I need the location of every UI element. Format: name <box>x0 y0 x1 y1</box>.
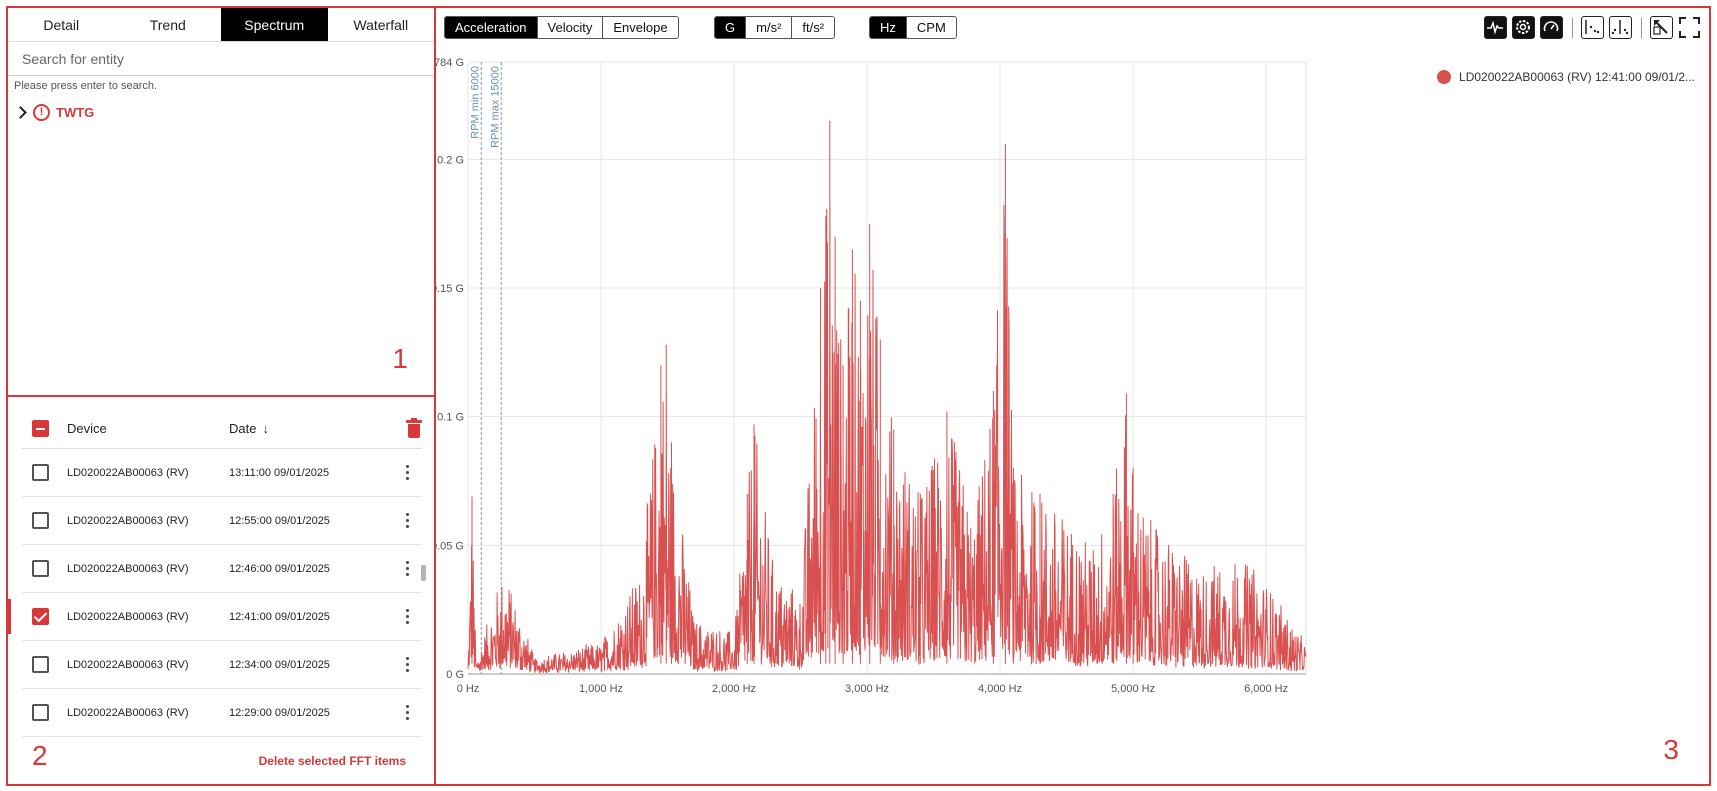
more-vert-icon[interactable] <box>399 561 415 576</box>
fft-list-row[interactable]: LD020022AB00063 (RV) 13:11:00 09/01/2025 <box>22 449 422 497</box>
frequency-unit-group: Hz CPM <box>869 16 957 39</box>
view-tabs: Detail Trend Spectrum Waterfall <box>8 8 434 42</box>
row-checkbox[interactable] <box>32 560 49 577</box>
row-device: LD020022AB00063 (RV) <box>67 562 189 575</box>
y-tick-label: 0.05 G <box>436 540 464 552</box>
freq-hz-button[interactable]: Hz <box>870 17 906 38</box>
unit-g-button[interactable]: G <box>715 17 746 38</box>
select-all-checkbox[interactable] <box>32 420 49 437</box>
rpm-marker-label: RPM max 15000 <box>489 66 501 148</box>
fft-table: Device Date ↓ LD020022AB00063 (RV) 13:11:0… <box>8 409 422 737</box>
spectrum-chart[interactable]: 0 G 0.05 G 0.1 G 0.15 G 0.2 G 0.23784 G 0 Hz 1,… <box>436 48 1709 788</box>
legend-series-label: LD020022AB00063 (RV) 12:41:00 09/01/2... <box>1459 70 1695 84</box>
unit-m-s-button[interactable]: m/s² <box>745 17 792 38</box>
row-checkbox[interactable] <box>32 608 49 625</box>
x-tick-label: 1,000 Hz <box>579 683 623 695</box>
x-tick-label: 0 Hz <box>457 683 480 695</box>
spectrum-series-line <box>467 120 1307 674</box>
row-device: LD020022AB00063 (RV) <box>67 610 189 623</box>
more-vert-icon[interactable] <box>399 657 415 672</box>
tab-waterfall[interactable]: Waterfall <box>353 16 409 33</box>
x-tick-label: 3,000 Hz <box>845 683 889 695</box>
row-device: LD020022AB00063 (RV) <box>67 658 189 671</box>
more-vert-icon[interactable] <box>399 609 415 624</box>
measure-velocity-button[interactable]: Velocity <box>536 17 603 38</box>
row-device: LD020022AB00063 (RV) <box>67 706 189 719</box>
gear-icon[interactable] <box>1512 16 1535 39</box>
y-tick-label: 0.1 G <box>437 412 464 424</box>
measure-envelope-button[interactable]: Envelope <box>602 17 678 38</box>
date-column-header[interactable]: Date ↓ <box>229 421 399 436</box>
row-checkbox[interactable] <box>32 704 49 721</box>
fft-list-row[interactable]: LD020022AB00063 (RV) 12:46:00 09/01/2025 <box>22 545 422 593</box>
row-date: 12:29:00 09/01/2025 <box>229 706 330 719</box>
measure-acceleration-button[interactable]: Acceleration <box>445 17 537 38</box>
chevron-right-icon[interactable] <box>14 106 27 119</box>
tree-node-label: TWTG <box>56 105 95 120</box>
search-input[interactable] <box>22 50 434 67</box>
panel-number-3: 3 <box>1663 734 1679 765</box>
list-scrollbar[interactable] <box>421 565 426 581</box>
alert-circle-icon: ! <box>33 104 50 121</box>
row-date: 13:11:00 09/01/2025 <box>229 466 330 479</box>
sort-down-icon[interactable]: ↓ <box>262 421 269 436</box>
x-tick-label: 4,000 Hz <box>978 683 1022 695</box>
fft-list-row[interactable]: LD020022AB00063 (RV) 12:41:00 09/01/2025 <box>8 593 422 641</box>
tab-detail[interactable]: Detail <box>43 16 80 33</box>
row-checkbox[interactable] <box>32 656 49 673</box>
row-device: LD020022AB00063 (RV) <box>67 514 189 527</box>
trash-icon[interactable] <box>406 417 422 438</box>
x-tick-label: 2,000 Hz <box>712 683 756 695</box>
more-vert-icon[interactable] <box>399 705 415 720</box>
row-date: 12:34:00 09/01/2025 <box>229 658 330 671</box>
cursor-sideband-icon[interactable] <box>1609 16 1632 39</box>
cursor-harmonic-icon[interactable] <box>1581 16 1604 39</box>
rpm-marker-label: RPM min 6000 <box>469 66 481 139</box>
search-bar <box>8 42 434 76</box>
chart-legend[interactable]: LD020022AB00063 (RV) 12:41:00 09/01/2... <box>1437 70 1695 84</box>
toolbar-divider <box>1572 18 1573 38</box>
more-vert-icon[interactable] <box>399 465 415 480</box>
y-tick-label: 0.15 G <box>436 283 464 295</box>
device-column-header[interactable]: Device <box>67 421 107 436</box>
x-tick-label: 6,000 Hz <box>1244 683 1288 695</box>
row-checkbox[interactable] <box>32 464 49 481</box>
fft-rows: LD020022AB00063 (RV) 13:11:00 09/01/2025 L… <box>8 449 422 737</box>
measure-type-group: Acceleration Velocity Envelope <box>444 16 679 39</box>
more-vert-icon[interactable] <box>399 513 415 528</box>
toolbar-divider <box>1641 18 1642 38</box>
fft-list-row[interactable]: LD020022AB00063 (RV) 12:34:00 09/01/2025 <box>22 641 422 689</box>
tab-trend[interactable]: Trend <box>149 16 186 33</box>
fft-list-row[interactable]: LD020022AB00063 (RV) 12:55:00 09/01/2025 <box>22 497 422 545</box>
row-checkbox[interactable] <box>32 512 49 529</box>
legend-marker <box>1437 70 1452 84</box>
x-tick-label: 5,000 Hz <box>1111 683 1155 695</box>
unit-ft-s-button[interactable]: ft/s² <box>791 17 835 38</box>
row-device: LD020022AB00063 (RV) <box>67 466 189 479</box>
tree-node-twtg[interactable]: ! TWTG <box>14 104 434 121</box>
row-date: 12:41:00 09/01/2025 <box>229 610 330 623</box>
y-tick-label: 0.23784 G <box>436 57 464 69</box>
search-hint: Please press enter to search. <box>14 80 158 92</box>
tab-spectrum[interactable]: Spectrum <box>221 8 328 41</box>
row-date: 12:46:00 09/01/2025 <box>229 562 330 575</box>
panel-number-1: 1 <box>392 343 408 374</box>
fft-list-panel: Device Date ↓ LD020022AB00063 (RV) 13:11:0… <box>6 395 436 786</box>
panel-number-2: 2 <box>32 740 48 771</box>
entity-panel: Detail Trend Spectrum Waterfall Please p… <box>6 6 436 397</box>
delete-selected-button[interactable]: Delete selected FFT items <box>258 754 406 768</box>
y-tick-label: 0.2 G <box>437 154 464 166</box>
freq-cpm-button[interactable]: CPM <box>905 17 956 38</box>
fft-list-row[interactable]: LD020022AB00063 (RV) 12:29:00 09/01/2025 <box>22 689 422 737</box>
date-header-label: Date <box>229 421 257 436</box>
fft-table-header: Device Date ↓ <box>22 409 422 449</box>
gauge-icon[interactable] <box>1540 16 1563 39</box>
y-tick-label: 0 G <box>446 669 464 681</box>
export-icon[interactable] <box>1650 16 1673 39</box>
waveform-icon[interactable] <box>1484 16 1507 39</box>
fullscreen-icon[interactable] <box>1678 16 1701 39</box>
row-date: 12:55:00 09/01/2025 <box>229 514 330 527</box>
